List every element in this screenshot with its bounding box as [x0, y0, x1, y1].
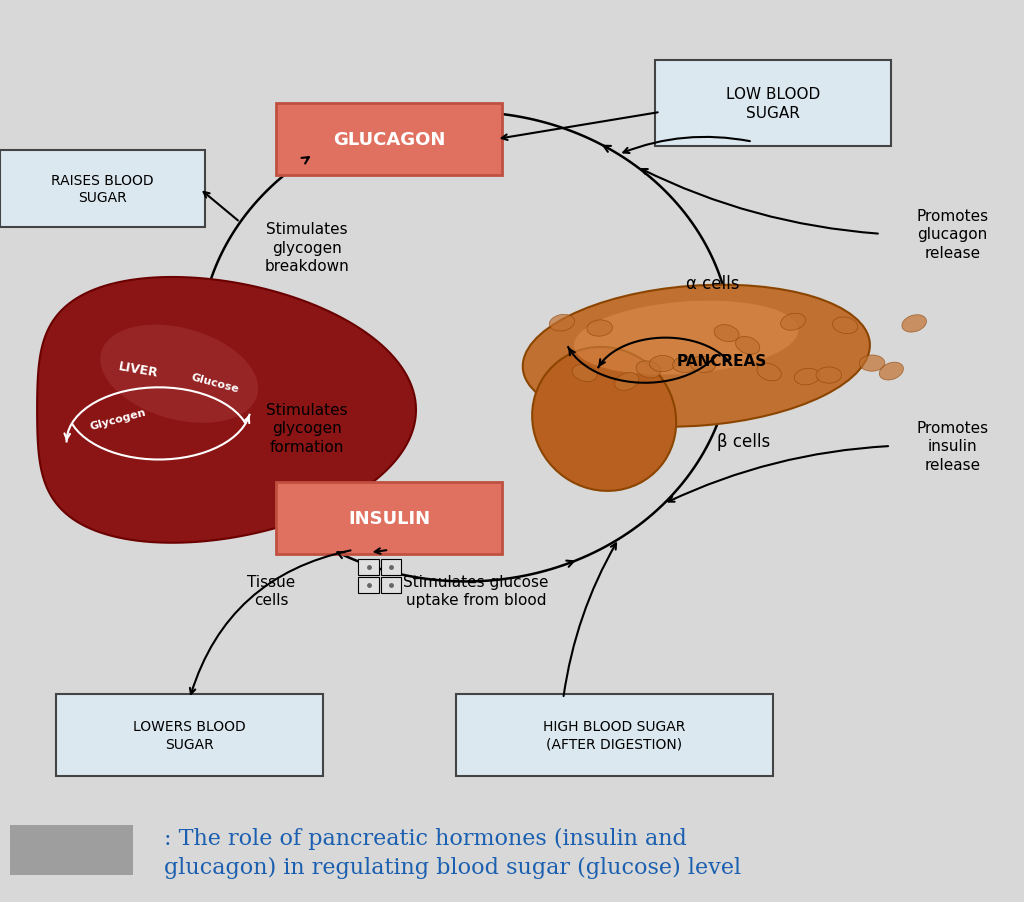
- Text: Tissue
cells: Tissue cells: [247, 574, 296, 608]
- Ellipse shape: [649, 356, 675, 373]
- FancyBboxPatch shape: [276, 483, 502, 555]
- Text: RAISES BLOOD
SUGAR: RAISES BLOOD SUGAR: [51, 174, 154, 205]
- Ellipse shape: [880, 363, 903, 381]
- Ellipse shape: [780, 314, 806, 331]
- Text: LOW BLOOD
SUGAR: LOW BLOOD SUGAR: [726, 87, 820, 121]
- Ellipse shape: [816, 367, 842, 383]
- FancyBboxPatch shape: [456, 695, 773, 776]
- Text: INSULIN: INSULIN: [348, 510, 430, 528]
- FancyBboxPatch shape: [56, 695, 323, 776]
- FancyBboxPatch shape: [358, 577, 379, 594]
- Text: LIVER: LIVER: [118, 360, 159, 380]
- Ellipse shape: [549, 315, 574, 332]
- Text: Stimulates
glycogen
breakdown: Stimulates glycogen breakdown: [265, 222, 349, 274]
- Ellipse shape: [532, 347, 676, 492]
- FancyBboxPatch shape: [276, 104, 502, 176]
- Text: Glucose: Glucose: [190, 373, 240, 394]
- Ellipse shape: [833, 318, 858, 335]
- FancyBboxPatch shape: [358, 559, 379, 575]
- Text: HIGH BLOOD SUGAR
(AFTER DIGESTION): HIGH BLOOD SUGAR (AFTER DIGESTION): [543, 720, 686, 750]
- Polygon shape: [37, 278, 416, 543]
- Text: PANCREAS: PANCREAS: [677, 354, 767, 368]
- Text: LOWERS BLOOD
SUGAR: LOWERS BLOOD SUGAR: [133, 720, 246, 750]
- Ellipse shape: [572, 365, 597, 382]
- Text: Stimulates
glycogen
formation: Stimulates glycogen formation: [266, 402, 348, 455]
- Ellipse shape: [100, 326, 258, 423]
- Text: : The role of pancreatic hormones (insulin and
glucagon) in regulating blood sug: : The role of pancreatic hormones (insul…: [164, 827, 741, 878]
- FancyBboxPatch shape: [655, 61, 891, 146]
- Ellipse shape: [757, 364, 781, 382]
- Ellipse shape: [735, 337, 760, 354]
- Ellipse shape: [859, 355, 885, 372]
- Ellipse shape: [523, 285, 869, 428]
- Text: GLUCAGON: GLUCAGON: [333, 131, 445, 149]
- Ellipse shape: [902, 316, 927, 333]
- Ellipse shape: [673, 357, 698, 373]
- FancyBboxPatch shape: [381, 559, 401, 575]
- Ellipse shape: [636, 362, 660, 379]
- Ellipse shape: [690, 356, 716, 373]
- Text: Glycogen: Glycogen: [89, 407, 146, 432]
- Ellipse shape: [573, 301, 799, 375]
- Ellipse shape: [714, 326, 739, 342]
- Text: α cells: α cells: [686, 275, 739, 293]
- Text: Promotes
insulin
release: Promotes insulin release: [916, 420, 988, 473]
- Ellipse shape: [795, 369, 819, 385]
- Text: Promotes
glucagon
release: Promotes glucagon release: [916, 208, 988, 261]
- FancyBboxPatch shape: [10, 825, 133, 875]
- Text: Stimulates glucose
uptake from blood: Stimulates glucose uptake from blood: [403, 574, 549, 608]
- FancyBboxPatch shape: [0, 151, 205, 227]
- FancyBboxPatch shape: [381, 577, 401, 594]
- Ellipse shape: [614, 373, 639, 391]
- Text: β cells: β cells: [717, 433, 770, 451]
- Ellipse shape: [587, 320, 612, 336]
